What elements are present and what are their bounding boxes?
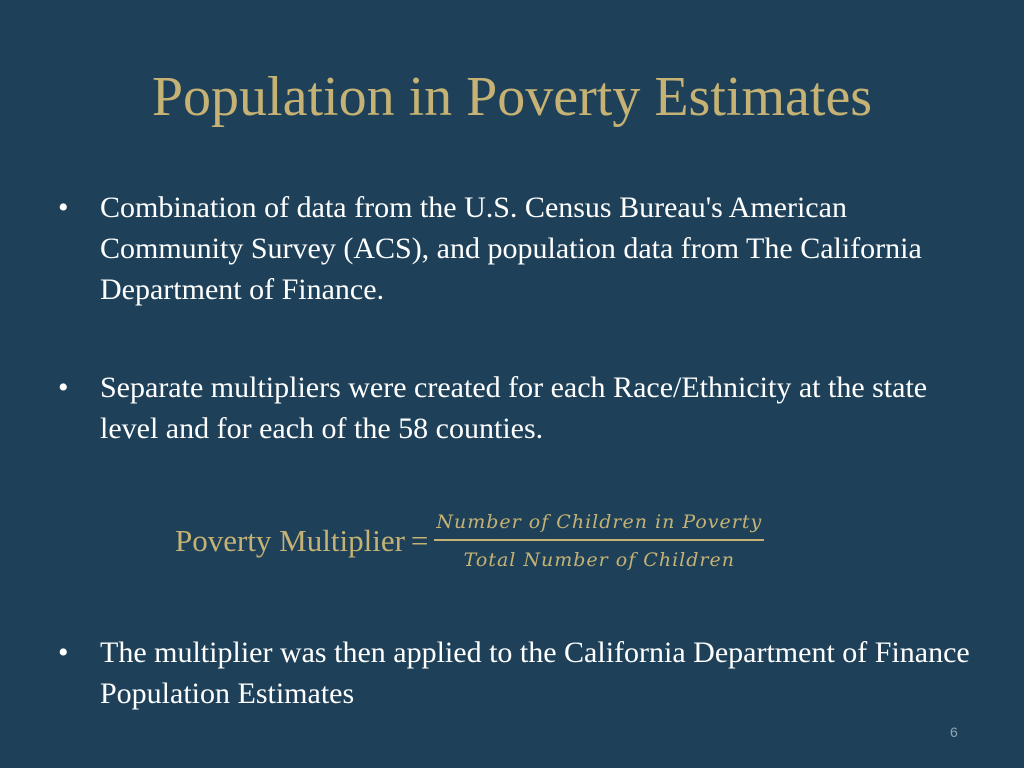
formula-denominator: Total Number of Children [463,549,735,571]
bullet-item: • The multiplier was then applied to the… [58,632,978,714]
page-number: 6 [950,724,958,740]
bullet-item: • Separate multipliers were created for … [58,367,978,449]
bullet-text: Separate multipliers were created for ea… [100,371,928,445]
slide-title: Population in Poverty Estimates [151,66,873,128]
formula-numerator: Number of Children in Poverty [434,509,765,541]
poverty-multiplier-formula: Poverty Multiplier = Number of Children … [175,506,765,576]
bullet-marker: • [58,191,69,224]
bullet-item: • Combination of data from the U.S. Cens… [58,187,978,310]
bullet-text: Combination of data from the U.S. Census… [100,191,922,306]
bullet-marker: • [58,371,69,404]
formula-fraction: Number of Children in Poverty Total Numb… [434,509,765,573]
formula-equals: = [410,523,429,558]
bullet-marker: • [58,636,69,669]
bullet-text: The multiplier was then applied to the C… [100,636,970,710]
formula-lhs: Poverty Multiplier [175,523,405,558]
